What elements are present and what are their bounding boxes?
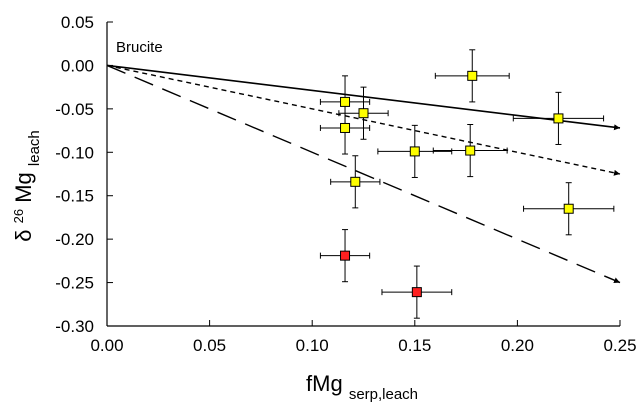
y-ticks: 0.05 0.00 -0.05 -0.10 -0.15 -0.20 -0.25 -0.30 bbox=[55, 13, 113, 336]
y-axis-title-delta: δ bbox=[11, 230, 36, 242]
yellow-data-point bbox=[409, 146, 420, 157]
y-axis-title-sub: leach bbox=[26, 130, 43, 166]
yellow-data-point bbox=[350, 176, 361, 187]
yellow-data-point bbox=[340, 96, 351, 107]
y-tick-label: -0.30 bbox=[55, 317, 94, 336]
y-axis-title: δ 26 Mg leach bbox=[3, 130, 43, 242]
yellow-data-point bbox=[553, 113, 564, 124]
y-axis-title-sup: 26 bbox=[11, 209, 26, 223]
x-tick-label: 0.00 bbox=[90, 336, 123, 355]
red-data-point bbox=[411, 287, 422, 298]
yellow-data-point bbox=[358, 108, 369, 119]
y-tick-label: 0.05 bbox=[61, 13, 94, 32]
x-axis-title-sub: serp,leach bbox=[349, 386, 418, 403]
brucite-label: Brucite bbox=[116, 39, 163, 56]
x-tick-label: 0.20 bbox=[501, 336, 534, 355]
axes bbox=[106, 22, 620, 327]
y-tick-label: -0.20 bbox=[55, 230, 94, 249]
x-axis-title-main: fMg bbox=[306, 371, 343, 396]
y-tick-label: -0.25 bbox=[55, 274, 94, 293]
data-points bbox=[340, 70, 574, 298]
x-tick-label: 0.15 bbox=[398, 336, 431, 355]
errorbars bbox=[319, 49, 615, 319]
y-tick-label: -0.10 bbox=[55, 143, 94, 162]
y-tick-label: -0.05 bbox=[55, 100, 94, 119]
y-tick-label: 0.00 bbox=[61, 56, 94, 75]
y-axis-title-main: Mg bbox=[11, 172, 36, 203]
x-ticks: 0.00 0.05 0.10 0.15 0.20 0.25 bbox=[90, 320, 637, 355]
x-axis-title: fMg serp,leach bbox=[306, 371, 418, 403]
x-tick-label: 0.25 bbox=[603, 336, 636, 355]
x-tick-label: 0.05 bbox=[193, 336, 226, 355]
y-tick-label: -0.15 bbox=[55, 187, 94, 206]
yellow-data-point bbox=[340, 122, 351, 133]
yellow-data-point bbox=[467, 70, 478, 81]
yellow-data-point bbox=[563, 203, 574, 214]
trend-line-long-dash bbox=[106, 64, 621, 284]
x-tick-label: 0.10 bbox=[296, 336, 329, 355]
red-data-point bbox=[340, 250, 351, 261]
yellow-data-point bbox=[465, 145, 476, 156]
